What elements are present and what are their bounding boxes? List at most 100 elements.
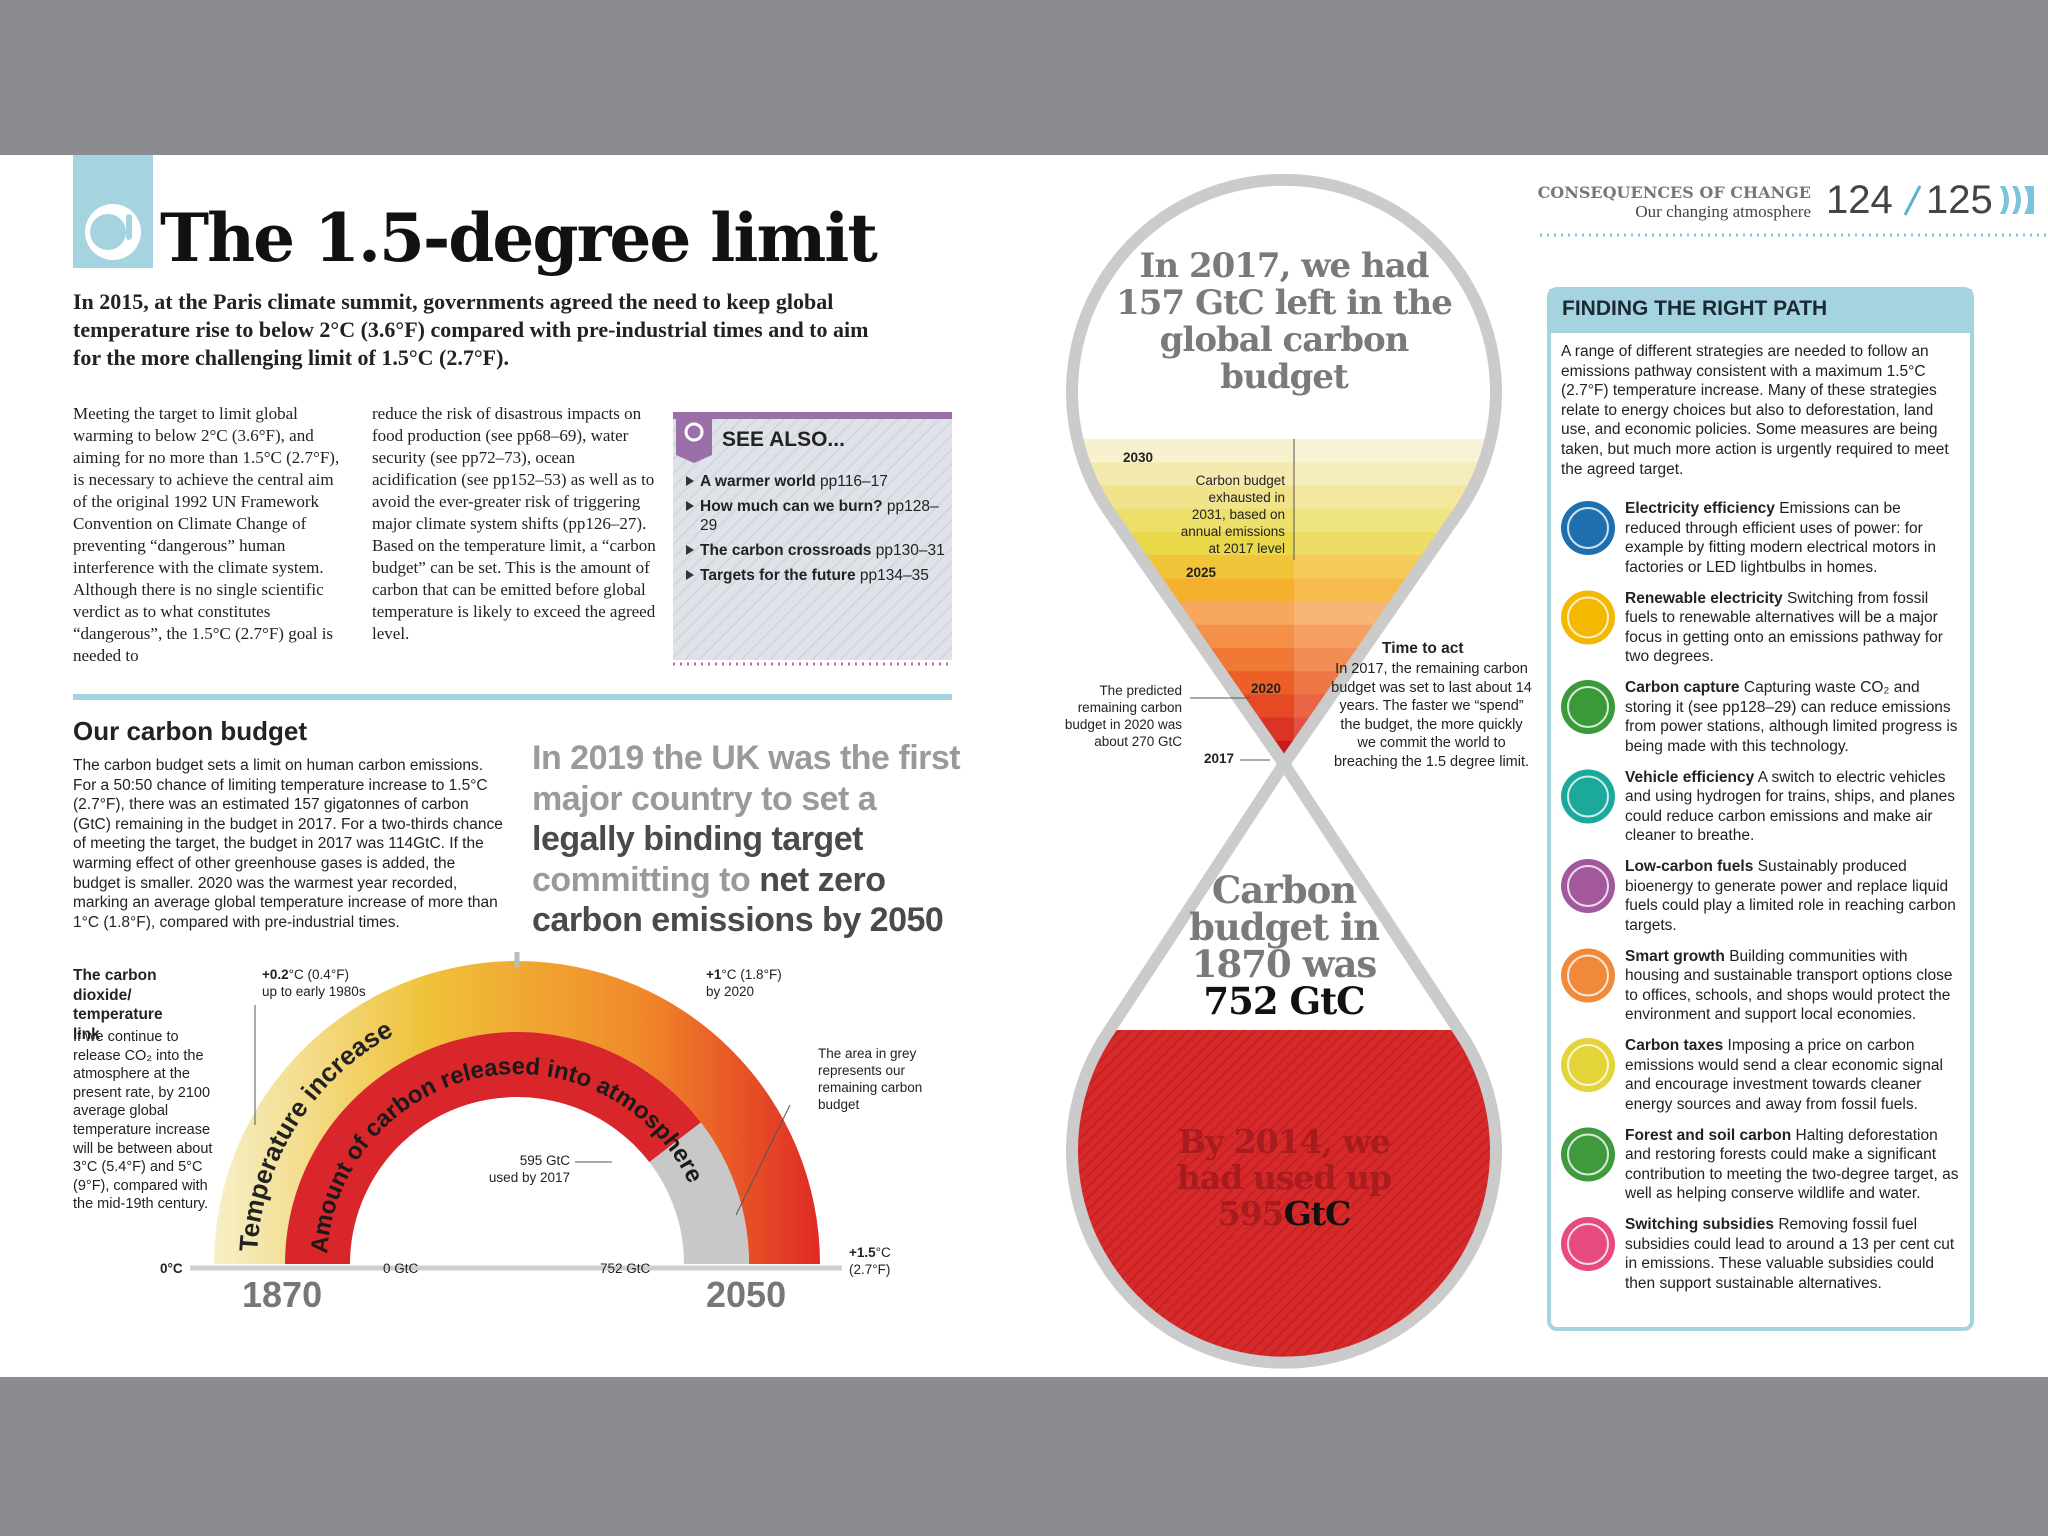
item-title: Vehicle efficiency (1625, 768, 1755, 786)
see-also-item: How much can we burn? pp128–29 (686, 497, 946, 535)
marker-label: +1.5°C (2.7°F) (849, 1244, 939, 1278)
year-end: 2050 (706, 1274, 787, 1315)
see-also-item: Targets for the future pp134–35 (686, 566, 946, 585)
used-text: By 2014, we had used up (1176, 1122, 1392, 1197)
item-icon (1561, 769, 1615, 824)
see-also-pages: pp130–31 (875, 542, 945, 559)
panel-item: Renewable electricity Switching from fos… (1625, 589, 1960, 667)
item-title: Carbon capture (1625, 679, 1740, 696)
panel-intro: A range of different strategies are need… (1561, 343, 1949, 478)
hourglass (1066, 173, 1502, 1369)
start-carbon: 0 GtC (383, 1261, 419, 1276)
item-icon-ring (1567, 596, 1609, 639)
item-title: Switching subsidies (1625, 1216, 1774, 1233)
link-text: If we continue to release CO₂ into the a… (73, 1029, 213, 1213)
marker-note: by 2020 (706, 984, 755, 999)
page-arrows (2000, 186, 2034, 214)
item-icon-ring (1567, 775, 1609, 818)
panel-item: Carbon taxes Imposing a price on carbon … (1625, 1036, 1960, 1114)
see-also-pages: pp134–35 (859, 567, 929, 584)
marker-note: up to early 1980s (262, 984, 366, 999)
quote-part: In 2019 the UK was the first major count… (532, 739, 961, 818)
marker-unit: °C (0.4°F) (288, 967, 349, 982)
budget-stripe (1071, 485, 1496, 510)
item-icon-ring (1567, 954, 1609, 997)
panel-item: Electricity efficiency Emissions can be … (1625, 499, 1960, 577)
marker-value: +1 (706, 967, 722, 982)
item-title: Low-carbon fuels (1625, 858, 1754, 875)
pull-quote: In 2019 the UK was the first major count… (532, 738, 962, 941)
budget-stripe (1071, 439, 1496, 463)
see-also-list: A warmer world pp116–17 How much can we b… (686, 472, 946, 591)
used-note: used by 2017 (488, 1170, 570, 1185)
item-icon-ring (1567, 686, 1609, 728)
globe-icon (90, 214, 126, 250)
time-heading: Time to act (1382, 640, 1464, 657)
hourglass-top-text: In 2017, we had 157 GtC left in the glob… (1116, 246, 1453, 397)
bottom-value: 752 GtC (1203, 979, 1365, 1023)
item-icon (1561, 1038, 1615, 1092)
time-text: In 2017, the remaining carbon budget was… (1331, 661, 1532, 770)
panel-item: Switching subsidies Removing fossil fuel… (1625, 1215, 1960, 1293)
panel-header (1549, 289, 1972, 333)
section-text: The carbon budget sets a limit on human … (73, 757, 503, 931)
item-text: Switching from fossil fuels to renewable… (1625, 589, 1943, 666)
thermometer-icon (126, 214, 132, 240)
page-title: The 1.5-degree limit (160, 199, 878, 277)
marker-unit: °C (1.8°F) (721, 967, 782, 982)
see-also-item: The carbon crossroads pp130–31 (686, 541, 946, 560)
item-text: Capturing waste CO₂ and storing it (see … (1625, 679, 1958, 755)
item-icon (1561, 859, 1615, 913)
subsection-label: Our changing atmosphere (1635, 202, 1811, 221)
section-heading: Our carbon budget (73, 716, 307, 746)
item-title: Carbon taxes (1625, 1037, 1724, 1054)
item-icon-ring (1567, 1223, 1609, 1265)
item-icon (1561, 680, 1615, 734)
item-icon-ring (1567, 1044, 1609, 1086)
see-also-pages: pp116–17 (820, 473, 888, 490)
predicted-note: The predicted remaining carbon budget in… (1064, 683, 1182, 749)
item-title: Forest and soil carbon (1625, 1126, 1792, 1144)
item-text: Halting deforestation and restoring fore… (1625, 1126, 1959, 1203)
budget-stripe (1071, 508, 1496, 533)
item-icon-ring (1567, 507, 1609, 549)
bottom-outline (1066, 758, 1502, 1369)
start-temp: 0°C (160, 1261, 183, 1276)
panel-item: Smart growth Building communities with h… (1625, 947, 1960, 1025)
see-also-box (673, 412, 952, 660)
see-also-bar (673, 412, 952, 419)
panel-icons (1561, 501, 1615, 1271)
body-column: reduce the risk of disastrous impacts on… (372, 404, 656, 643)
item-icon-ring (1567, 865, 1609, 907)
used-value: 595 GtC (519, 1153, 570, 1168)
see-also-title: How much can we burn? (700, 498, 883, 515)
marker-value: +1.5 (849, 1245, 876, 1260)
item-icon (1561, 501, 1615, 555)
see-also-title: Targets for the future (700, 567, 856, 584)
budget-stripe (1071, 555, 1496, 579)
intro: In 2015, at the Paris climate summit, go… (73, 289, 869, 370)
quote-part: legally binding target (532, 820, 863, 858)
see-also-title: SEE ALSO... (722, 428, 845, 451)
year-label: 2025 (1186, 565, 1217, 580)
grey-note: The area in grey represents our remainin… (818, 1046, 923, 1112)
link-heading: The carbon dioxide/ temperature link (73, 967, 163, 1043)
item-title: Renewable electricity (1625, 589, 1783, 607)
see-also-item: A warmer world pp116–17 (686, 472, 946, 491)
budget-stripe (1071, 531, 1496, 556)
item-icon (1561, 1127, 1615, 1182)
used-text-block: By 2014, we had used up 595GtC (1150, 1124, 1418, 1232)
item-text: A switch to electric vehicles and using … (1625, 768, 1956, 845)
section-rule (73, 694, 952, 700)
marker-unit: °C (875, 1245, 891, 1260)
page-number: 124 (1826, 178, 1893, 222)
panel-item: Carbon capture Capturing waste CO₂ and s… (1625, 678, 1960, 756)
marker-label: +0.2°C (0.4°F) up to early 1980s (262, 966, 372, 1000)
leader-line (735, 1104, 791, 1216)
year-label: 2017 (1204, 751, 1235, 766)
see-also-pages: pp128–29 (700, 498, 939, 534)
exhausted-note: Carbon budget exhausted in 2031, based o… (1180, 473, 1285, 556)
see-also-title: The carbon crossroads (700, 542, 872, 559)
